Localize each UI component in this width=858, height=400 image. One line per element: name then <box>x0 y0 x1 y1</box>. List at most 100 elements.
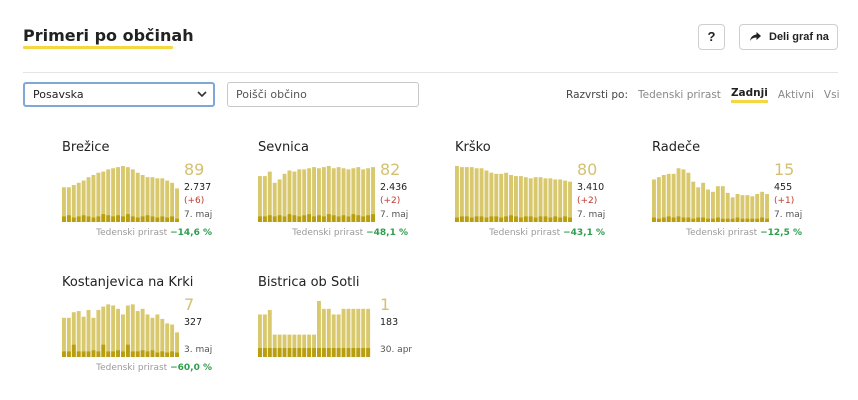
chart-bar-segment <box>548 217 553 222</box>
chart-bar <box>76 311 81 357</box>
chart-bar-segment <box>696 217 701 222</box>
chart-bar-segment <box>258 348 262 357</box>
chart-bar <box>499 173 504 222</box>
municipality-card[interactable]: Radeče 15 455 (+1) 7. maj Tedenski prirast −1… <box>652 140 812 252</box>
chart-bar-segment <box>523 216 528 222</box>
chart-bar <box>765 194 769 222</box>
chart-bar <box>140 308 145 357</box>
chart-bar <box>116 167 120 222</box>
chart-bar <box>130 169 135 222</box>
chart-bar-segment <box>351 348 356 357</box>
sort-option-active[interactable]: Aktivni <box>777 89 814 101</box>
municipality-card[interactable]: Bistrica ob Sotli 1 183 30. apr <box>258 275 418 387</box>
chart-bar-segment <box>361 216 366 222</box>
chart-bar <box>297 169 302 222</box>
chart-bar <box>155 178 160 222</box>
chart-bar <box>81 316 86 357</box>
chart-bar-segment <box>121 216 125 222</box>
weekly-growth-value: −14,6 % <box>170 228 212 238</box>
help-button[interactable]: ? <box>698 24 725 50</box>
chart-bar-segment <box>277 348 282 357</box>
chart-bar-segment <box>287 348 292 357</box>
chart-bar <box>341 168 346 222</box>
chart-bar-segment <box>740 218 745 222</box>
chart-bar <box>720 186 725 222</box>
chart-bar-segment <box>765 218 769 222</box>
chart-bar-segment <box>568 217 572 222</box>
chart-bar-segment <box>711 218 715 222</box>
chart-bar-segment <box>150 350 155 357</box>
chart-bar <box>656 177 661 222</box>
chart-bar <box>307 334 312 357</box>
chart-bar-segment <box>735 217 740 222</box>
total-cases: 3.410 <box>577 182 605 193</box>
chart-bar <box>135 311 140 357</box>
chart-bar <box>76 182 81 222</box>
chart-bar <box>297 334 302 357</box>
chart-bar <box>745 195 750 222</box>
chart-bar <box>91 317 96 357</box>
sort-option-weekly-growth[interactable]: Tedenski prirast <box>638 89 721 101</box>
latest-cases: 82 <box>380 160 401 179</box>
chart-bar <box>361 169 366 222</box>
chart-bar-segment <box>755 218 760 222</box>
chart-bar-segment <box>331 215 336 222</box>
municipality-card[interactable]: Brežice 89 2.737 (+6) 7. maj Tedenski prirast… <box>62 140 222 252</box>
chart-bar-segment <box>86 216 91 222</box>
share-button[interactable]: Deli graf na <box>739 24 838 50</box>
chart-bar-segment <box>484 217 489 222</box>
chart-bar <box>356 308 361 357</box>
chart-bar-segment <box>258 216 262 222</box>
chart-bar <box>170 324 175 357</box>
chart-bar-segment <box>262 348 267 357</box>
chart-bar-segment <box>170 216 175 222</box>
chart-bar-segment <box>135 217 140 222</box>
sort-option-all[interactable]: Vsi <box>823 89 840 101</box>
sort-option-latest[interactable]: Zadnji <box>730 87 768 103</box>
municipality-card[interactable]: Kostanjevica na Krki 7 327 3. maj Tedenski p… <box>62 275 222 387</box>
chart-bar-segment <box>336 216 341 222</box>
chart-bar-segment <box>282 348 287 357</box>
daily-diff: (+1) <box>774 196 795 206</box>
municipality-card[interactable]: Sevnica 82 2.436 (+2) 7. maj Tedenski prirast… <box>258 140 418 252</box>
chart-bar <box>292 334 297 357</box>
chart-bar <box>331 314 336 357</box>
chart-bar <box>706 189 710 222</box>
chart-bar-segment <box>331 348 336 357</box>
chart-bar-segment <box>145 351 150 357</box>
chart-bar-segment <box>155 352 160 357</box>
chart-bar <box>106 304 111 357</box>
chart-bar-segment <box>125 344 130 357</box>
chart-bar <box>509 174 513 222</box>
chart-bar-segment <box>145 215 150 222</box>
chart-bar-segment <box>96 351 101 357</box>
chevron-down-icon <box>197 91 207 98</box>
chart-bar <box>351 308 356 357</box>
chart-bar-segment <box>302 215 307 222</box>
chart-bar-segment <box>292 348 297 357</box>
chart-bar-segment <box>528 216 533 222</box>
chart-bar <box>548 178 553 222</box>
daily-diff: (+6) <box>184 196 205 206</box>
chart-bar <box>287 334 292 357</box>
municipality-search-input[interactable] <box>227 82 419 107</box>
region-select[interactable]: Posavska <box>23 82 215 107</box>
chart-bar <box>262 314 267 357</box>
chart-bar-segment <box>479 216 484 222</box>
chart-bar <box>504 172 509 222</box>
latest-date: 3. maj <box>184 345 213 355</box>
chart-bar <box>479 168 484 222</box>
chart-bar <box>292 171 297 222</box>
chart-bar-segment <box>553 216 558 222</box>
chart-bar <box>696 187 701 222</box>
chart-bar-segment <box>106 215 111 222</box>
chart-bar-segment <box>725 218 730 222</box>
municipality-card[interactable]: Krško 80 3.410 (+2) 7. maj Tedenski prirast −… <box>455 140 615 252</box>
chart-bar-segment <box>533 217 538 222</box>
weekly-growth-value: −60,0 % <box>170 363 212 373</box>
latest-cases: 7 <box>184 295 195 314</box>
chart-bar-segment <box>96 216 101 222</box>
chart-bar <box>258 176 262 222</box>
chart-bar <box>71 185 76 222</box>
chart-bar <box>302 334 307 357</box>
